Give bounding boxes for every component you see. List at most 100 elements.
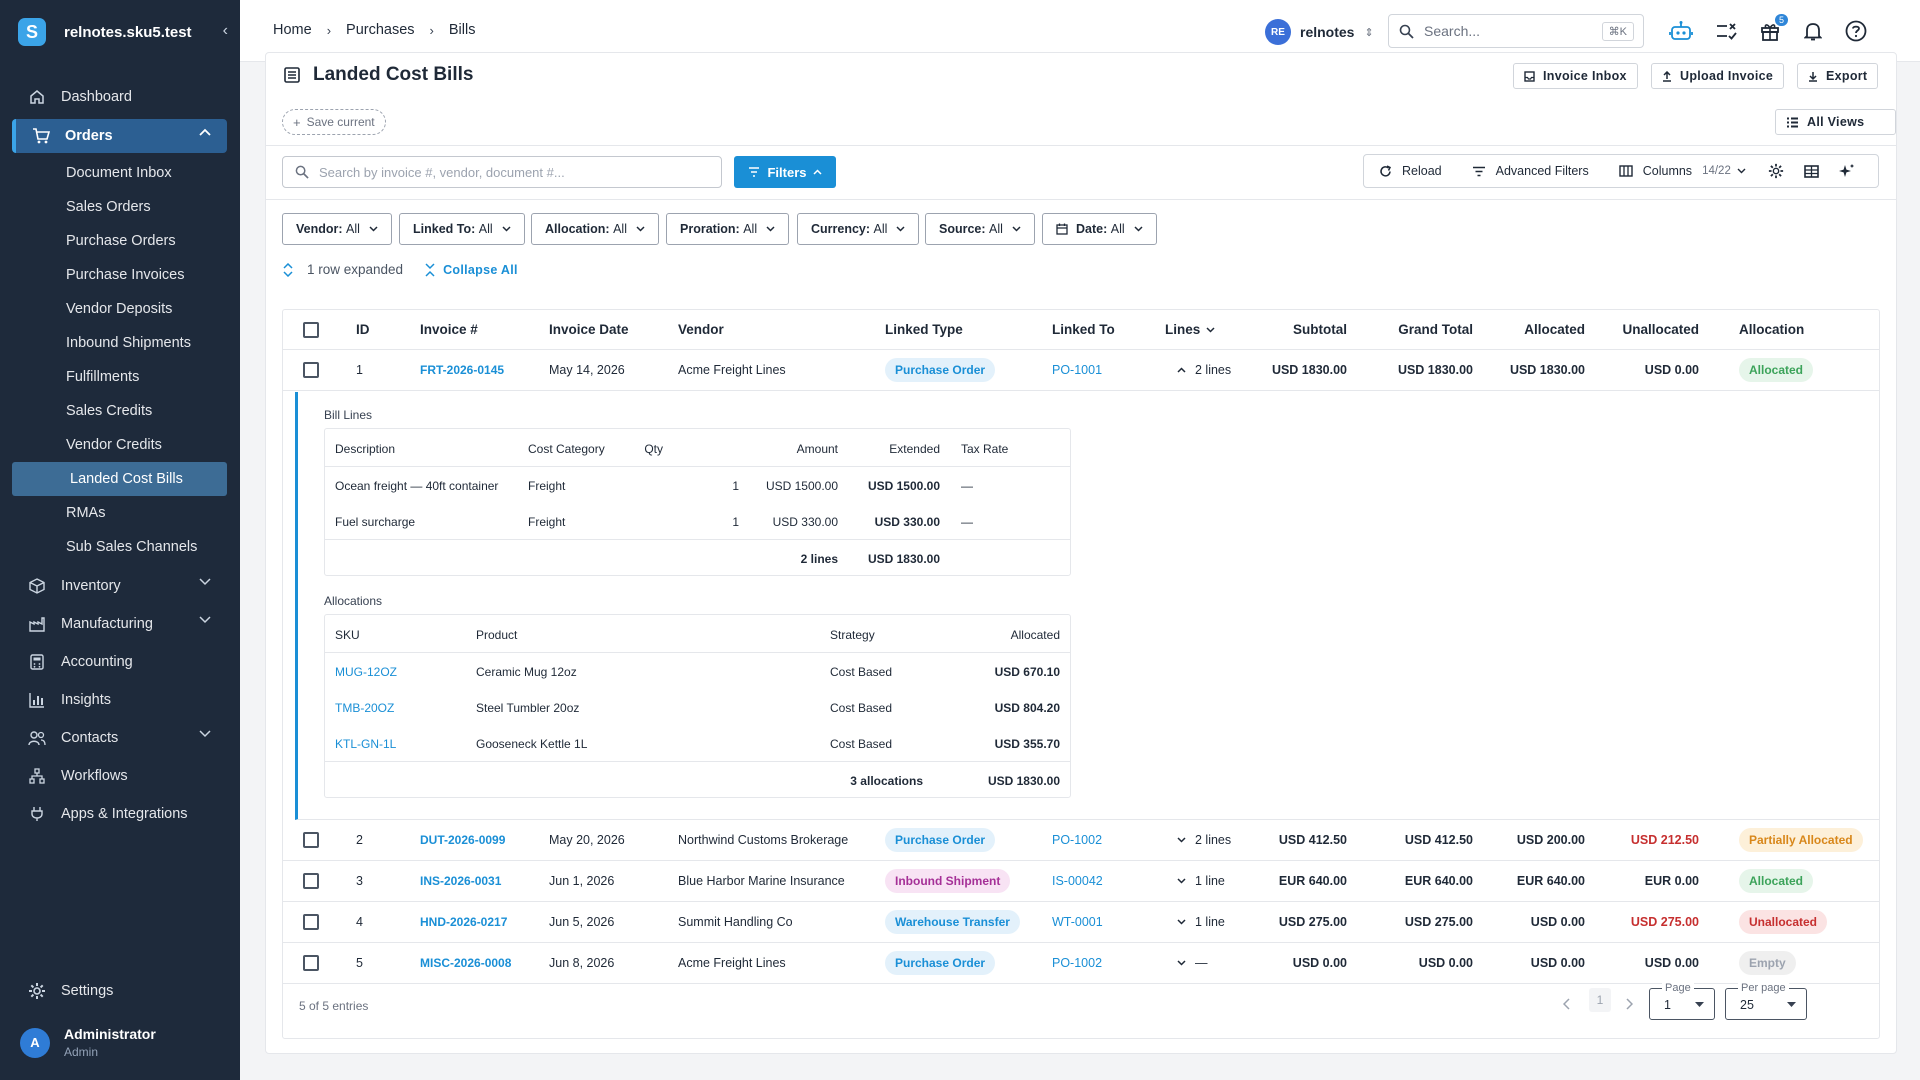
col-linked-to[interactable]: Linked To xyxy=(1052,322,1115,337)
lines-toggle[interactable]: 2 lines xyxy=(1177,833,1231,847)
global-search-input[interactable] xyxy=(1424,23,1584,39)
filter-chip-currency[interactable]: Currency: All xyxy=(797,213,920,245)
cell-invoice-link[interactable]: DUT-2026-0099 xyxy=(420,833,506,847)
user-profile[interactable]: A Administrator Admin xyxy=(20,1026,156,1059)
table-row[interactable]: 2 DUT-2026-0099 May 20, 2026 Northwind C… xyxy=(283,820,1879,861)
sidebar-item-orders[interactable]: Orders xyxy=(12,119,227,153)
cell-linked-to-link[interactable]: PO-1002 xyxy=(1052,833,1103,847)
sidebar-item-accounting[interactable]: Accounting xyxy=(12,645,227,679)
save-current-view-button[interactable]: + Save current xyxy=(282,109,386,135)
sidebar-item-contacts[interactable]: Contacts xyxy=(12,721,227,755)
brand[interactable]: S relnotes.sku5.test ‹ xyxy=(18,18,228,46)
cell-linked-to-link[interactable]: PO-1002 xyxy=(1052,956,1103,970)
row-checkbox[interactable] xyxy=(303,832,319,848)
col-grand-total[interactable]: Grand Total xyxy=(1398,322,1473,337)
cell-invoice-link[interactable]: FRT-2026-0145 xyxy=(420,363,505,377)
sidebar-item-apps-integrations[interactable]: Apps & Integrations xyxy=(12,797,227,831)
reload-button[interactable]: Reload xyxy=(1379,164,1442,178)
page-number-button[interactable]: 1 xyxy=(1589,988,1611,1012)
assistant-bot-icon[interactable] xyxy=(1668,18,1694,44)
table-density-button[interactable] xyxy=(1804,164,1819,178)
col-allocated[interactable]: Allocated xyxy=(1524,322,1585,337)
table-row[interactable]: 1 FRT-2026-0145 May 14, 2026 Acme Freigh… xyxy=(283,350,1879,391)
table-search-input[interactable] xyxy=(319,164,699,180)
org-switcher[interactable]: RE relnotes ⇕ xyxy=(1265,19,1374,45)
lines-toggle[interactable]: 1 line xyxy=(1177,915,1225,929)
cell-linked-to-link[interactable]: PO-1001 xyxy=(1052,363,1103,377)
invoice-inbox-button[interactable]: Invoice Inbox xyxy=(1513,63,1638,89)
filter-chip-proration[interactable]: Proration: All xyxy=(666,213,790,245)
filter-chip-linked-to[interactable]: Linked To: All xyxy=(399,213,525,245)
sidebar-sub-document-inbox[interactable]: Document Inbox xyxy=(12,156,227,190)
row-checkbox[interactable] xyxy=(303,914,319,930)
lines-toggle[interactable]: — xyxy=(1177,956,1208,970)
col-allocation[interactable]: Allocation xyxy=(1739,322,1805,337)
col-invoice[interactable]: Invoice # xyxy=(420,322,478,337)
sidebar-collapse-icon[interactable]: ‹ xyxy=(222,22,228,39)
col-id[interactable]: ID xyxy=(356,322,370,337)
table-settings-button[interactable] xyxy=(1768,163,1784,179)
table-row[interactable]: 5 MISC-2026-0008 Jun 8, 2026 Acme Freigh… xyxy=(283,943,1879,984)
prev-page-icon[interactable] xyxy=(1563,998,1571,1010)
help-icon[interactable] xyxy=(1843,18,1869,44)
export-button[interactable]: Export xyxy=(1797,63,1879,89)
alloc-sku-link[interactable]: TMB-20OZ xyxy=(335,701,395,715)
sidebar-sub-sales-orders[interactable]: Sales Orders xyxy=(12,190,227,224)
sidebar-sub-rmas[interactable]: RMAs xyxy=(12,496,227,530)
breadcrumb-home[interactable]: Home xyxy=(273,22,312,38)
advanced-filters-button[interactable]: Advanced Filters xyxy=(1472,164,1589,178)
col-invoice-date[interactable]: Invoice Date xyxy=(549,322,629,337)
sidebar-sub-sub-sales-channels[interactable]: Sub Sales Channels xyxy=(12,530,227,564)
filter-chip-allocation[interactable]: Allocation: All xyxy=(531,213,659,245)
filter-chip-vendor[interactable]: Vendor: All xyxy=(282,213,392,245)
collapse-all-button[interactable]: Collapse All xyxy=(425,263,518,277)
page-select[interactable]: Page 1 xyxy=(1649,982,1715,1020)
upload-invoice-button[interactable]: Upload Invoice xyxy=(1651,63,1785,89)
gift-icon[interactable]: 5 xyxy=(1757,13,1789,44)
sidebar-sub-fulfillments[interactable]: Fulfillments xyxy=(12,360,227,394)
all-views-button[interactable]: All Views xyxy=(1775,109,1896,135)
sidebar-item-insights[interactable]: Insights xyxy=(12,683,227,717)
row-checkbox[interactable] xyxy=(303,955,319,971)
alloc-sku-link[interactable]: MUG-12OZ xyxy=(335,665,398,679)
select-all-checkbox[interactable] xyxy=(303,322,319,338)
sidebar-sub-vendor-deposits[interactable]: Vendor Deposits xyxy=(12,292,227,326)
col-linked-type[interactable]: Linked Type xyxy=(885,322,963,337)
sidebar-item-settings[interactable]: Settings xyxy=(12,976,227,1006)
lines-toggle[interactable]: 2 lines xyxy=(1177,363,1231,377)
sidebar-sub-vendor-credits[interactable]: Vendor Credits xyxy=(12,428,227,462)
sidebar-sub-purchase-orders[interactable]: Purchase Orders xyxy=(12,224,227,258)
next-page-icon[interactable] xyxy=(1625,998,1633,1010)
sidebar-sub-purchase-invoices[interactable]: Purchase Invoices xyxy=(12,258,227,292)
filter-chip-source[interactable]: Source: All xyxy=(925,213,1035,245)
col-subtotal[interactable]: Subtotal xyxy=(1293,322,1347,337)
cell-invoice-link[interactable]: MISC-2026-0008 xyxy=(420,956,512,970)
alloc-sku-link[interactable]: KTL-GN-1L xyxy=(335,737,397,751)
col-lines[interactable]: Lines xyxy=(1165,322,1215,337)
bell-icon[interactable] xyxy=(1800,18,1826,44)
per-page-select[interactable]: Per page 25 xyxy=(1725,982,1807,1020)
row-checkbox[interactable] xyxy=(303,362,319,378)
sidebar-item-inventory[interactable]: Inventory xyxy=(12,569,227,603)
columns-button[interactable]: Columns 14/22 xyxy=(1619,164,1746,178)
cell-linked-to-link[interactable]: IS-00042 xyxy=(1052,874,1103,888)
ai-assist-button[interactable] xyxy=(1838,163,1855,179)
sidebar-sub-landed-cost-bills[interactable]: Landed Cost Bills xyxy=(12,462,227,496)
filters-button[interactable]: Filters xyxy=(734,156,836,188)
sidebar-sub-sales-credits[interactable]: Sales Credits xyxy=(12,394,227,428)
cell-linked-to-link[interactable]: WT-0001 xyxy=(1052,915,1103,929)
breadcrumb-purchases[interactable]: Purchases xyxy=(346,22,415,38)
table-row[interactable]: 4 HND-2026-0217 Jun 5, 2026 Summit Handl… xyxy=(283,902,1879,943)
sidebar-item-workflows[interactable]: Workflows xyxy=(12,759,227,793)
table-row[interactable]: 3 INS-2026-0031 Jun 1, 2026 Blue Harbor … xyxy=(283,861,1879,902)
cell-invoice-link[interactable]: INS-2026-0031 xyxy=(420,874,502,888)
col-unallocated[interactable]: Unallocated xyxy=(1622,322,1699,337)
row-checkbox[interactable] xyxy=(303,873,319,889)
sidebar-item-manufacturing[interactable]: Manufacturing xyxy=(12,607,227,641)
sidebar-item-dashboard[interactable]: Dashboard xyxy=(12,80,227,114)
sidebar-sub-inbound-shipments[interactable]: Inbound Shipments xyxy=(12,326,227,360)
global-search[interactable]: ⌘K xyxy=(1388,14,1644,48)
cell-invoice-link[interactable]: HND-2026-0217 xyxy=(420,915,508,929)
table-search[interactable] xyxy=(282,156,722,188)
filter-chip-date[interactable]: Date: All xyxy=(1042,213,1157,245)
